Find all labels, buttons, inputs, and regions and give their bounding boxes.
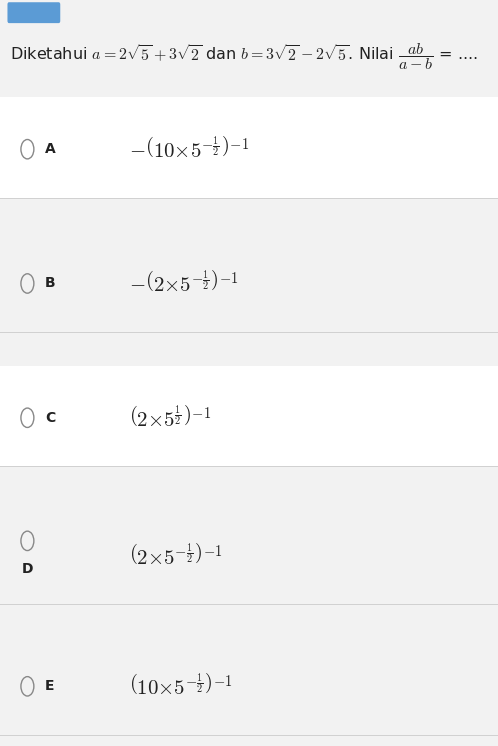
- Text: E: E: [45, 680, 54, 693]
- Text: A: A: [45, 142, 56, 156]
- Text: Diketahui $a = 2\sqrt{5}+3\sqrt{2}$ dan $b = 3\sqrt{2}-2\sqrt{5}$. Nilai $\dfrac: Diketahui $a = 2\sqrt{5}+3\sqrt{2}$ dan …: [10, 41, 478, 72]
- Text: $\left(2{\times}5^{-\frac{1}{2}}\right)^{-1}$: $\left(2{\times}5^{-\frac{1}{2}}\right)^…: [129, 542, 223, 569]
- Text: $\left(10{\times}5^{-\frac{1}{2}}\right)^{-1}$: $\left(10{\times}5^{-\frac{1}{2}}\right)…: [129, 673, 234, 700]
- Text: B: B: [45, 277, 55, 290]
- FancyBboxPatch shape: [7, 2, 60, 23]
- FancyBboxPatch shape: [0, 97, 498, 198]
- FancyBboxPatch shape: [0, 366, 498, 466]
- Text: $\left(2{\times}5^{\frac{1}{2}}\right)^{-1}$: $\left(2{\times}5^{\frac{1}{2}}\right)^{…: [129, 404, 212, 431]
- Text: D: D: [21, 562, 33, 576]
- Text: $-\left(2{\times}5^{-\frac{1}{2}}\right)^{-1}$: $-\left(2{\times}5^{-\frac{1}{2}}\right)…: [129, 270, 240, 297]
- Text: $-\left(10{\times}5^{-\frac{1}{2}}\right)^{-1}$: $-\left(10{\times}5^{-\frac{1}{2}}\right…: [129, 136, 249, 163]
- Text: C: C: [45, 411, 55, 424]
